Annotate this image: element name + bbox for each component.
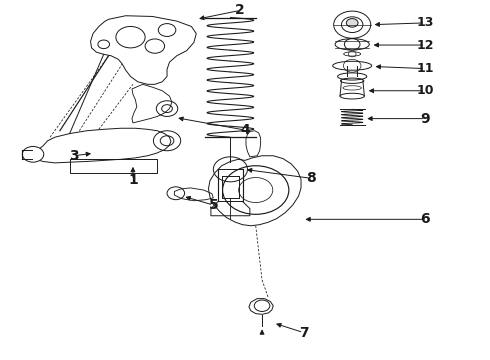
Text: 2: 2 [235,3,245,17]
Text: 8: 8 [306,171,316,185]
Text: 1: 1 [128,173,138,187]
Circle shape [346,19,358,27]
Text: 13: 13 [416,17,434,30]
Text: 4: 4 [240,123,250,137]
Text: 9: 9 [420,112,430,126]
Text: 3: 3 [69,149,78,163]
Text: 5: 5 [208,198,218,212]
Text: 7: 7 [298,325,308,339]
Text: 12: 12 [416,39,434,51]
Text: 10: 10 [416,84,434,97]
Text: 11: 11 [416,62,434,75]
Text: 6: 6 [420,212,430,226]
Circle shape [23,147,44,162]
